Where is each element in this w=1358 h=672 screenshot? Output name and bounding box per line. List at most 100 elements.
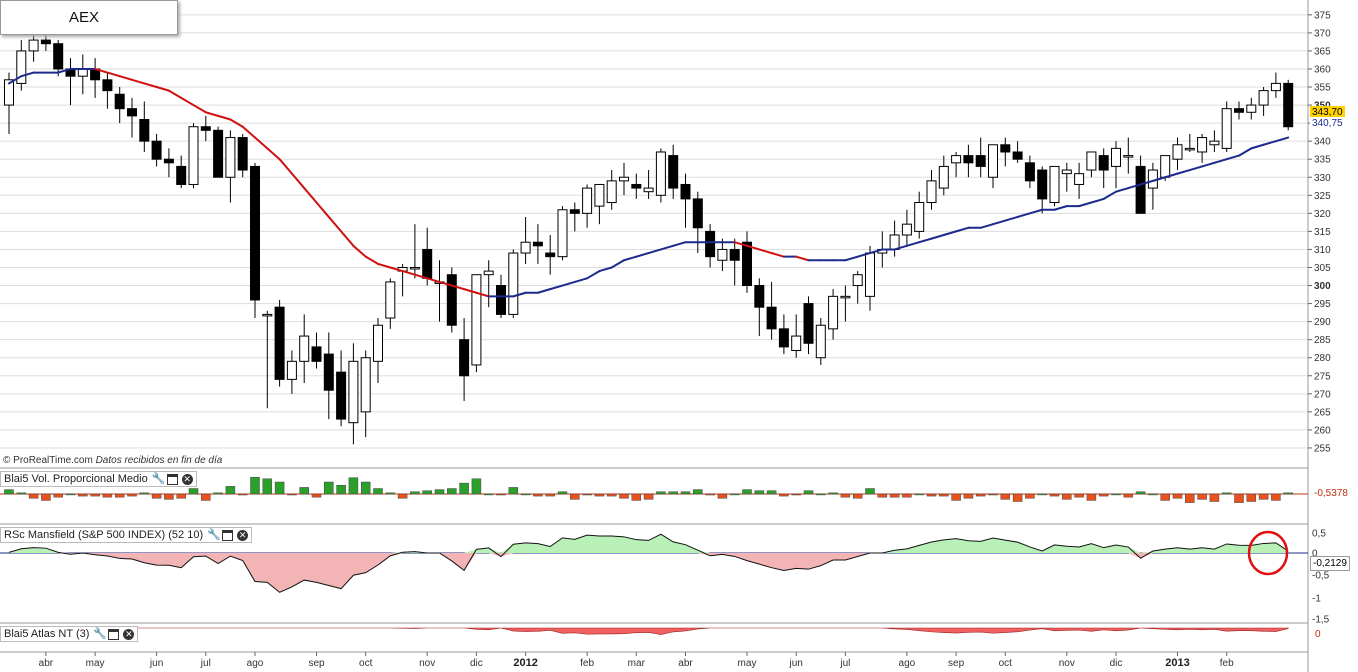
volume-bar <box>164 493 174 500</box>
ma-segment <box>241 125 256 139</box>
price-tick-label: 295 <box>1314 299 1331 310</box>
candle-body <box>1172 144 1183 160</box>
rsc-line <box>8 533 1289 593</box>
candle-body <box>323 353 334 391</box>
price-tick-label: 290 <box>1314 317 1331 328</box>
ma-segment <box>438 280 453 287</box>
ma-segment <box>1262 140 1277 146</box>
volume-bar <box>102 493 113 498</box>
volume-bar <box>65 493 76 496</box>
month-label: jul <box>839 658 850 669</box>
candle-body <box>754 285 765 308</box>
volume-bar <box>188 488 199 495</box>
moving-average-series <box>8 67 1290 298</box>
candle-body <box>1012 151 1023 160</box>
candle-body <box>225 137 236 178</box>
ma-segment <box>635 252 650 258</box>
wrench-icon[interactable]: 🔧 <box>207 528 221 541</box>
candle-body <box>360 357 371 413</box>
ma-segment <box>180 96 195 107</box>
month-label: abr <box>678 658 693 669</box>
price-tick-label: 375 <box>1314 10 1331 21</box>
wrench-icon[interactable]: 🔧 <box>151 472 166 485</box>
volume-panel-title[interactable]: Blai5 Vol. Proporcional Medio 🔧 ✕ <box>0 471 197 487</box>
candle-body <box>951 155 962 164</box>
candle-body <box>311 346 322 362</box>
candle-body <box>569 209 580 214</box>
ma-segment <box>463 288 478 294</box>
candle-body <box>286 360 297 380</box>
price-tick-label: 275 <box>1314 371 1331 382</box>
ma-segment <box>1102 190 1117 200</box>
volume-bar <box>680 491 691 495</box>
volume-bar <box>201 493 211 501</box>
volume-bar <box>557 491 568 495</box>
price-tick-label: 360 <box>1314 64 1331 75</box>
wrench-icon[interactable]: 🔧 <box>93 627 108 640</box>
volume-bar <box>926 493 937 497</box>
chart-title[interactable]: AEX <box>0 0 178 35</box>
volume-bar <box>53 493 63 498</box>
ma-segment <box>192 104 207 114</box>
candle-body <box>963 155 974 164</box>
close-icon[interactable]: ✕ <box>181 473 193 485</box>
volume-bar <box>250 476 260 495</box>
candle-body <box>139 119 150 142</box>
ma-segment <box>8 75 23 85</box>
volume-bar <box>754 490 765 495</box>
ma-segment <box>512 291 527 298</box>
volume-bar <box>766 490 777 495</box>
atlas-panel-title[interactable]: Blai5 Atlas NT (3) 🔧 ✕ <box>0 626 139 642</box>
ma-segment <box>1090 197 1105 204</box>
ma-segment <box>131 78 146 85</box>
candle-body <box>742 241 752 287</box>
credit-source: © ProRealTime.com <box>3 455 93 466</box>
window-icon[interactable] <box>222 529 234 541</box>
volume-bar <box>877 493 888 498</box>
close-icon[interactable]: ✕ <box>237 529 249 541</box>
price-tick-label: 270 <box>1314 389 1331 400</box>
volume-bar <box>668 491 678 495</box>
volume-bar <box>274 481 285 495</box>
price-tick-label: 280 <box>1314 353 1331 364</box>
window-icon[interactable] <box>108 628 120 640</box>
volume-bars <box>0 476 1308 503</box>
month-label: oct <box>999 658 1013 669</box>
candle-body <box>988 144 998 178</box>
candle-body <box>545 252 556 258</box>
month-label: ago <box>899 658 916 669</box>
ma-segment <box>1151 176 1167 182</box>
volume-bar <box>496 493 506 496</box>
ma-segment <box>106 71 121 78</box>
window-icon[interactable] <box>166 473 178 485</box>
ma-segment <box>610 259 625 269</box>
candle-body <box>262 313 273 317</box>
volume-bar <box>287 493 297 496</box>
price-tick-label: 335 <box>1314 155 1331 166</box>
ma-segment <box>94 67 109 74</box>
rsc-area: 0,5 0 -0,5 -1 -1,5 <box>0 529 1330 626</box>
volume-bar <box>840 493 851 498</box>
ma-segment <box>450 284 466 291</box>
volume-bar <box>1160 493 1170 501</box>
volume-bar <box>963 493 974 499</box>
candle-body <box>53 43 64 70</box>
candle-body <box>865 252 875 297</box>
rsc-panel-title[interactable]: RSc Mansfield (S&P 500 INDEX) (52 10) 🔧 … <box>0 527 253 543</box>
candle-body <box>901 223 912 236</box>
ma-segment <box>979 223 994 229</box>
candle-body <box>655 151 666 196</box>
volume-bar <box>1074 493 1084 498</box>
ma-segment <box>401 270 416 276</box>
ma-segment <box>389 266 404 273</box>
close-icon[interactable]: ✕ <box>123 628 135 640</box>
volume-bar <box>1172 493 1183 499</box>
rsc-negative-area <box>9 553 1289 593</box>
ma-segment <box>549 284 564 291</box>
ma-segment <box>290 172 306 190</box>
volume-bar <box>939 493 949 497</box>
price-axis-ticks: 255 260 265 270 275 280 285 290 295 300 305 310 315 3… <box>1308 10 1331 454</box>
ma-segment <box>586 270 601 280</box>
ma-segment <box>254 136 269 150</box>
